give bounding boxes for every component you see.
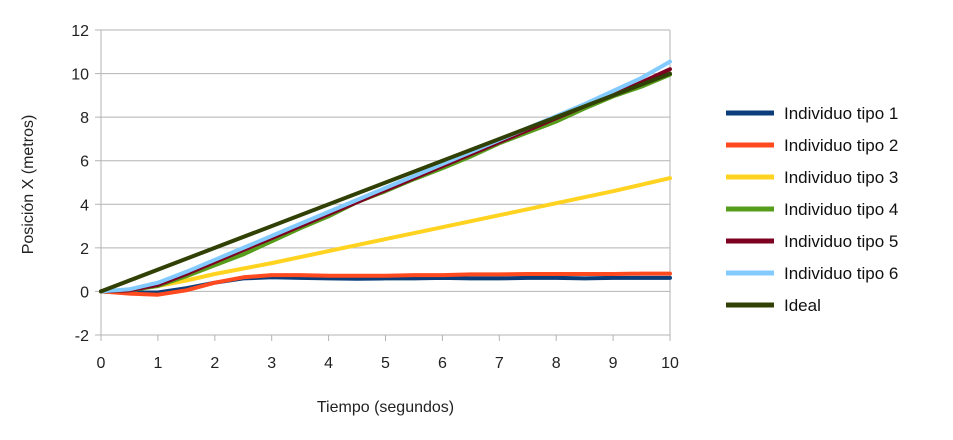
y-tick-label: 2 — [80, 241, 89, 258]
y-tick-label: 8 — [80, 110, 89, 127]
x-tick-label: 2 — [210, 355, 219, 372]
series-line-2 — [99, 271, 672, 297]
axes — [95, 29, 671, 341]
legend: Individuo tipo 1 Individuo tipo 2 Individu… — [726, 104, 898, 315]
x-tick-label: 6 — [438, 355, 447, 372]
legend-label-5: Individuo tipo 5 — [784, 232, 898, 251]
x-tick-label: 4 — [324, 355, 333, 372]
x-tick-label: 3 — [267, 355, 276, 372]
y-tick-label: -2 — [75, 328, 89, 345]
x-tick-label: 10 — [661, 355, 679, 372]
x-tick-label: 5 — [381, 355, 390, 372]
y-tick-label: 10 — [71, 67, 89, 84]
y-tick-label: 4 — [80, 197, 89, 214]
y-tick-label: 6 — [80, 154, 89, 171]
x-tick-label: 7 — [495, 355, 504, 372]
x-tick-label: 0 — [97, 355, 106, 372]
legend-label-3: Individuo tipo 3 — [784, 168, 898, 187]
x-tick-label: 1 — [153, 355, 162, 372]
legend-label-4: Individuo tipo 4 — [784, 200, 898, 219]
gridlines — [101, 29, 670, 336]
y-axis-title: Posición X (metros) — [20, 115, 37, 255]
y-tick-label: 12 — [71, 23, 89, 40]
y-tick-label: 0 — [80, 284, 89, 301]
legend-label-7: Ideal — [784, 296, 821, 315]
series-line-7 — [99, 71, 672, 294]
legend-label-6: Individuo tipo 6 — [784, 264, 898, 283]
legend-label-1: Individuo tipo 1 — [784, 104, 898, 123]
legend-label-2: Individuo tipo 2 — [784, 136, 898, 155]
series-lines — [99, 59, 672, 297]
x-tick-label: 9 — [609, 355, 618, 372]
x-tick-label: 8 — [552, 355, 561, 372]
x-axis-title: Tiempo (segundos) — [317, 399, 454, 416]
